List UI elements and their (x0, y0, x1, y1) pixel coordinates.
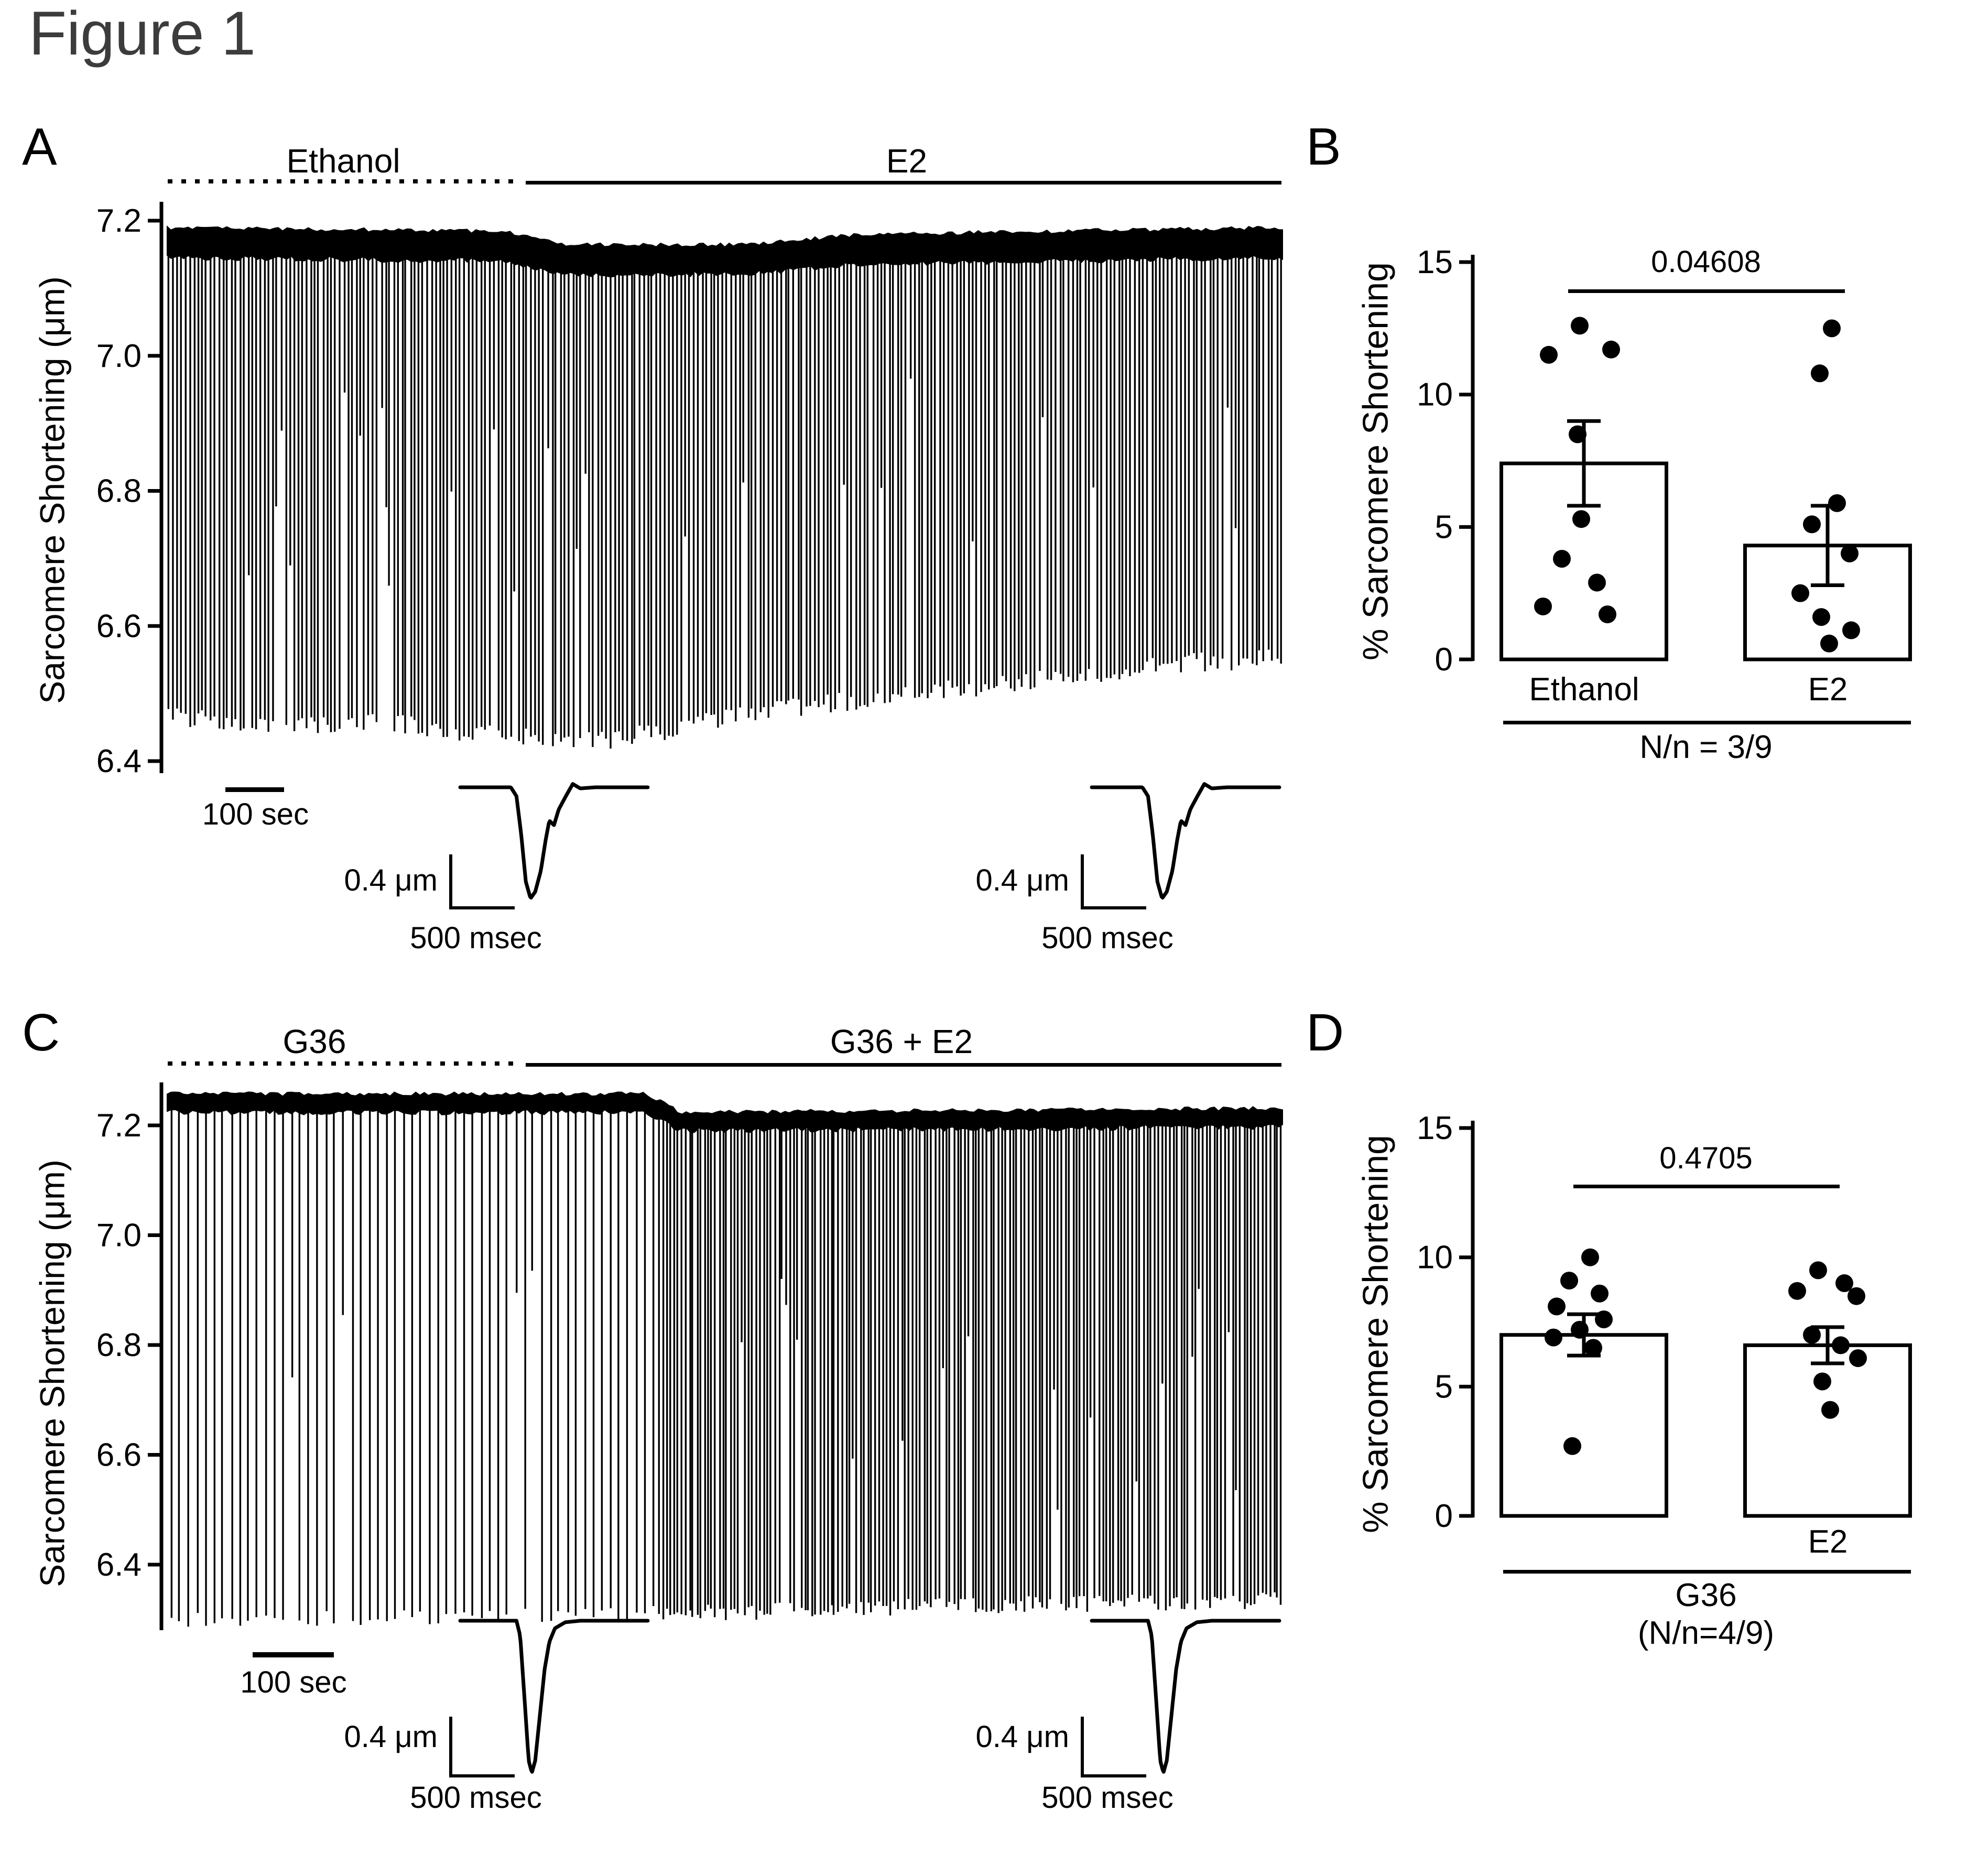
panel-a-inset-2-amplitude-label: 0.4 μm (975, 863, 1069, 897)
panel-b-group-underline (1503, 721, 1911, 724)
panel-b-p-value: 0.04608 (1651, 245, 1761, 279)
figure-title: Figure 1 (29, 0, 256, 68)
panel-a-inset-transient-2 (1081, 782, 1281, 909)
panel-d-n-label: (N/n=4/9) (1637, 1615, 1775, 1651)
svg-text:6.4: 6.4 (96, 1547, 142, 1583)
svg-text:10: 10 (1417, 1240, 1453, 1276)
panel-a-inset-1-time-label: 500 msec (410, 921, 542, 955)
panel-b-y-axis-title: % Sarcomere Shortening (1355, 262, 1396, 660)
panel-c-inset-2-time-label: 500 msec (1041, 1781, 1173, 1815)
svg-text:7.2: 7.2 (96, 203, 142, 239)
svg-text:0: 0 (1435, 1498, 1453, 1534)
svg-text:15: 15 (1417, 1110, 1453, 1146)
panel-a-inset-transient-1 (449, 782, 650, 909)
svg-text:6.8: 6.8 (96, 473, 142, 509)
panel-b-significance-line (1568, 289, 1845, 293)
svg-text:10: 10 (1417, 377, 1453, 413)
panel-a-letter: A (22, 117, 57, 176)
svg-text:7.2: 7.2 (96, 1108, 142, 1144)
panel-c-treatment-1-dotted-line (168, 1061, 520, 1066)
panel-c-inset-1-amplitude-label: 0.4 μm (344, 1720, 438, 1754)
panel-d-category-2-label: E2 (1808, 1524, 1848, 1560)
svg-text:5: 5 (1435, 1369, 1453, 1405)
panel-b-category-2-label: E2 (1808, 671, 1848, 708)
svg-text:6.6: 6.6 (96, 1437, 142, 1473)
panel-c-inset-transient-1 (449, 1619, 650, 1777)
panel-b-n-label: N/n = 3/9 (1639, 729, 1773, 765)
panel-c-treatment-1-label: G36 (282, 1023, 346, 1060)
panel-c-time-scalebar-label: 100 sec (240, 1665, 347, 1699)
svg-text:0: 0 (1435, 642, 1453, 678)
panel-d-significance-line (1573, 1185, 1840, 1188)
svg-text:6.4: 6.4 (96, 743, 142, 779)
panel-d-y-axis-title: % Sarcomere Shortening (1355, 1135, 1396, 1533)
svg-text:7.0: 7.0 (96, 1218, 142, 1254)
panel-c-time-scalebar (253, 1652, 334, 1657)
panel-d-p-value: 0.4705 (1659, 1141, 1753, 1175)
panel-d-letter: D (1306, 1003, 1344, 1062)
panel-a-inset-1-amplitude-label: 0.4 μm (344, 863, 438, 897)
panel-d-bar-chart: 0 5 10 15 (1417, 1110, 1912, 1534)
panel-c-inset-transient-2 (1081, 1619, 1281, 1777)
panel-b-bar-chart: 0 5 10 15 (1417, 244, 1912, 678)
svg-text:5: 5 (1435, 509, 1453, 545)
panel-c-treatment-2-solid-line (526, 1063, 1281, 1067)
svg-text:15: 15 (1417, 244, 1453, 280)
panel-a-treatment-2-label: E2 (886, 142, 928, 180)
panel-b-letter: B (1306, 117, 1341, 176)
svg-text:6.6: 6.6 (96, 608, 142, 644)
panel-c-inset-1-time-label: 500 msec (410, 1781, 542, 1815)
panel-c-inset-2-amplitude-label: 0.4 μm (975, 1720, 1069, 1754)
panel-d-group-label: G36 (1675, 1577, 1737, 1613)
panel-a-y-axis-title: Sarcomere Shortening (μm) (32, 276, 72, 704)
panel-a-time-scalebar-label: 100 sec (202, 797, 309, 831)
panel-c-letter: C (22, 1003, 60, 1062)
panel-a-treatment-1-dotted-line (168, 179, 520, 183)
panel-b-category-1-label: Ethanol (1529, 671, 1639, 708)
svg-text:6.8: 6.8 (96, 1327, 142, 1363)
panel-c-trace-plot: 7.2 7.0 6.8 6.6 6.4 (96, 1082, 1283, 1630)
panel-a-treatment-2-solid-line (526, 181, 1281, 185)
panel-d-group-underline (1503, 1570, 1911, 1574)
panel-c-y-axis-title: Sarcomere Shortening (μm) (32, 1159, 72, 1587)
panel-a-inset-2-time-label: 500 msec (1041, 921, 1173, 955)
panel-c-treatment-2-label: G36 + E2 (830, 1023, 973, 1060)
panel-a-treatment-1-label: Ethanol (286, 142, 400, 180)
panel-a-time-scalebar (225, 787, 284, 792)
svg-text:7.0: 7.0 (96, 338, 142, 374)
panel-a-trace-plot: 7.2 7.0 6.8 6.6 6.4 (96, 202, 1283, 779)
